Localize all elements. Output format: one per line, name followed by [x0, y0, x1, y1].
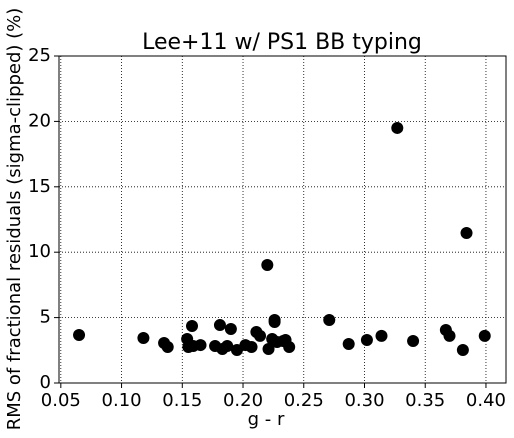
chart-title: Lee+11 w/ PS1 BB typing [142, 30, 422, 55]
y-tick-label: 25 [28, 45, 51, 66]
x-axis-label: g - r [248, 409, 285, 430]
point [391, 121, 404, 134]
point [407, 335, 420, 348]
x-tick-label: 0.30 [344, 390, 384, 411]
x-tick-label: 0.40 [466, 390, 506, 411]
point [186, 319, 199, 332]
point [262, 342, 275, 355]
x-tick-label: 0.35 [405, 390, 445, 411]
point [342, 338, 355, 351]
point [478, 329, 491, 342]
x-tick-label: 0.10 [102, 390, 142, 411]
x-tick-label: 0.20 [223, 390, 263, 411]
point [254, 329, 267, 342]
point [283, 341, 296, 354]
point [221, 339, 234, 352]
point [375, 329, 388, 342]
point [261, 259, 274, 272]
point [268, 313, 281, 326]
plot-frame [58, 55, 507, 384]
point [443, 329, 456, 342]
point [360, 333, 373, 346]
y-axis-label: RMS of fractional residuals (sigma-clipp… [4, 8, 25, 431]
x-tick-label: 0.05 [41, 390, 81, 411]
x-tick-label: 0.15 [162, 390, 202, 411]
point [137, 332, 150, 345]
x-tick-label: 0.25 [284, 390, 324, 411]
point [73, 328, 86, 341]
y-tick-label: 5 [40, 307, 51, 328]
point [194, 339, 207, 352]
point [323, 313, 336, 326]
point [213, 319, 226, 332]
point [456, 344, 469, 357]
point [460, 226, 473, 239]
y-tick-label: 0 [40, 372, 51, 393]
point [224, 322, 237, 335]
point [245, 341, 258, 354]
point [161, 341, 174, 354]
y-tick-label: 10 [28, 241, 51, 262]
y-tick-label: 20 [28, 110, 51, 131]
y-tick-label: 15 [28, 176, 51, 197]
